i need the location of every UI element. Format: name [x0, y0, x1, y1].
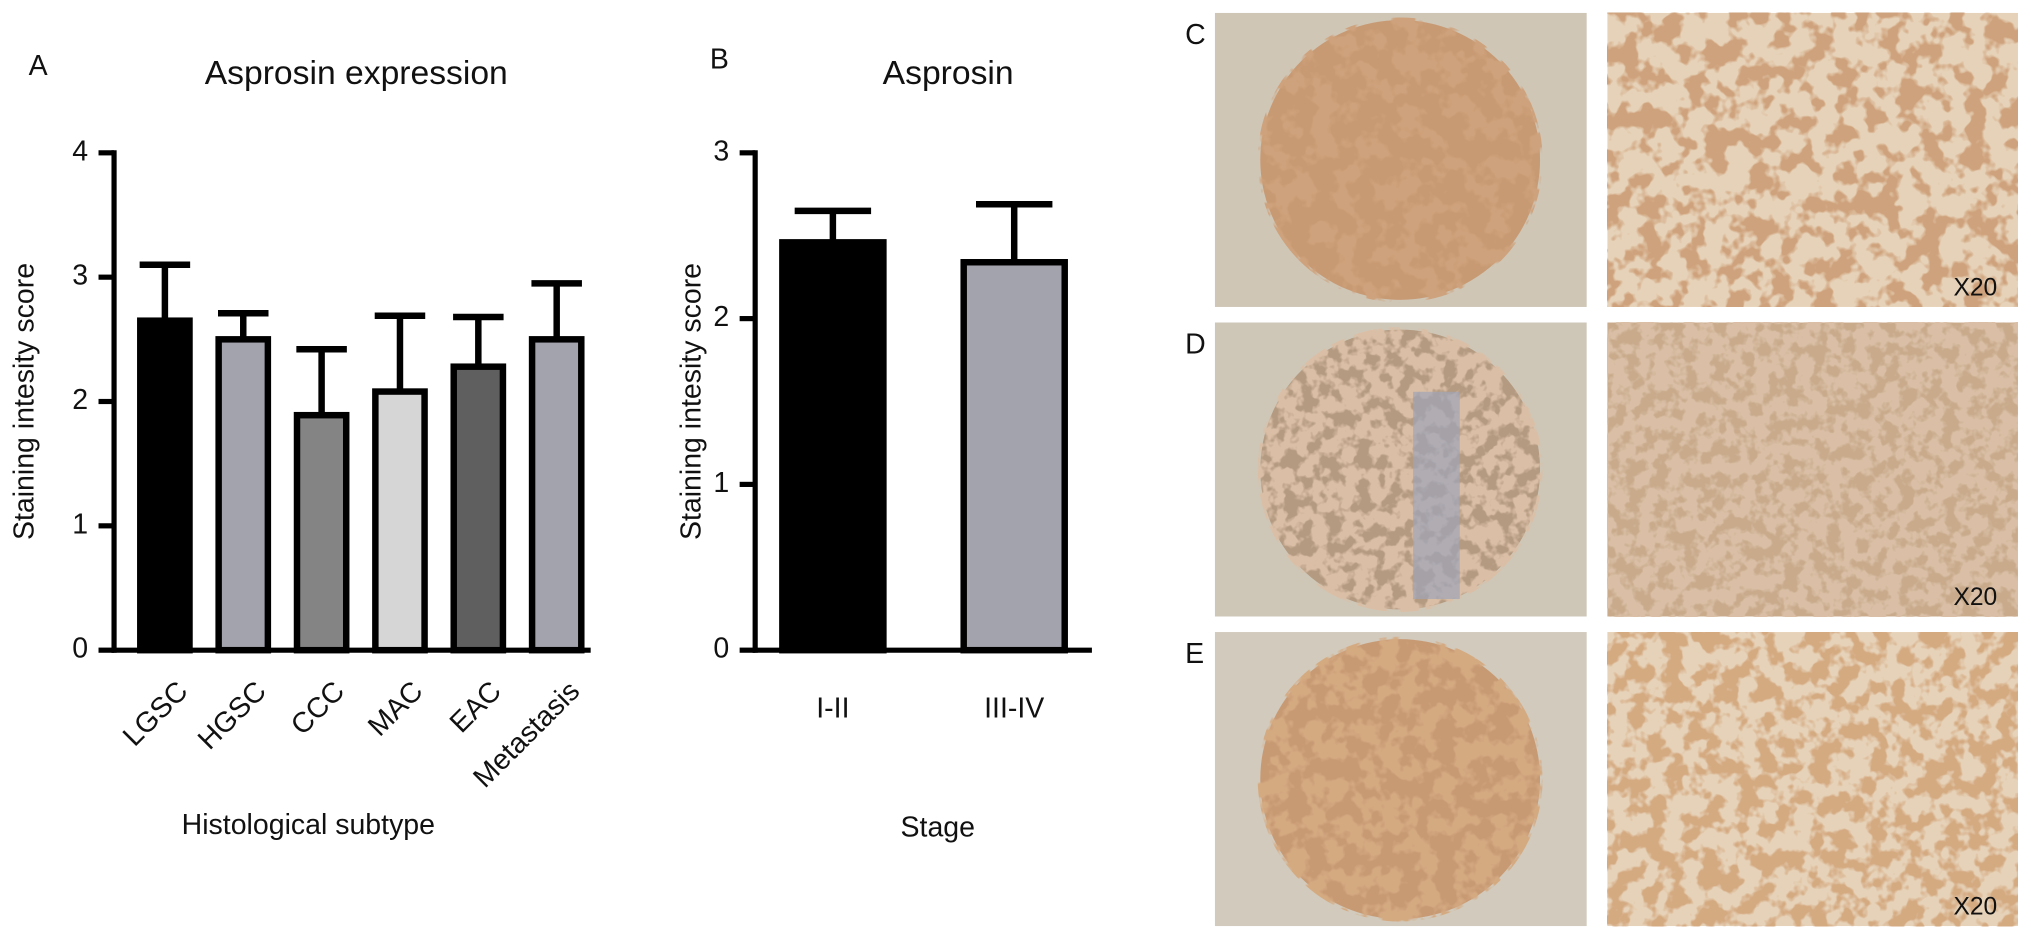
y-tick-label: 1 — [72, 508, 88, 540]
y-tick-label: 0 — [713, 633, 729, 665]
stroma-band — [1413, 391, 1460, 600]
x-tick-label: I-II — [816, 692, 849, 724]
y-tick-label: 4 — [72, 135, 88, 167]
micrograph-high-texture — [1607, 322, 2018, 617]
magnification-label: X20 — [1953, 584, 1997, 611]
y-tick-label: 3 — [713, 135, 729, 167]
x-tick-label: CCC — [285, 675, 351, 741]
y-tick-label: 1 — [713, 467, 729, 499]
panel-label: D — [1185, 328, 1206, 360]
x-tick-label: LGSC — [117, 675, 194, 752]
micrograph-high-texture — [1607, 632, 2018, 927]
bar — [372, 388, 428, 654]
chart-title: Asprosin — [883, 55, 1014, 92]
tissue-core-texture — [1257, 636, 1543, 922]
magnification-label: X20 — [1953, 893, 1997, 920]
panel-label: B — [710, 43, 729, 75]
micrograph-high-texture — [1607, 12, 2018, 307]
panel-label: E — [1185, 638, 1204, 670]
panel-label: C — [1185, 19, 1206, 51]
bar — [450, 363, 507, 654]
bar — [137, 317, 193, 654]
magnification-label: X20 — [1953, 274, 1997, 301]
y-tick-label: 3 — [72, 260, 88, 292]
bar — [293, 411, 350, 654]
chart-title: Asprosin expression — [205, 55, 508, 92]
y-axis-label: Staining intesity score — [676, 263, 708, 540]
tissue-core-texture — [1257, 327, 1543, 612]
bar — [779, 239, 887, 654]
tissue-core-texture — [1257, 17, 1543, 303]
y-axis-label: Staining intesity score — [9, 263, 41, 540]
bar — [960, 259, 1068, 654]
y-tick-label: 0 — [72, 633, 88, 665]
bar — [215, 336, 272, 654]
x-tick-label: MAC — [362, 675, 429, 742]
x-tick-label: HGSC — [192, 675, 273, 756]
x-tick-label: EAC — [444, 675, 508, 739]
x-axis-label: Stage — [901, 811, 975, 843]
tissue-core — [1257, 636, 1543, 922]
x-axis-label: Histological subtype — [182, 809, 435, 841]
tissue-core — [1257, 327, 1543, 612]
x-tick-label: III-IV — [984, 692, 1044, 724]
y-tick-label: 2 — [713, 301, 729, 333]
tissue-core — [1257, 17, 1543, 303]
bar — [528, 336, 585, 654]
panel-label: A — [29, 50, 48, 82]
y-tick-label: 2 — [72, 384, 88, 416]
